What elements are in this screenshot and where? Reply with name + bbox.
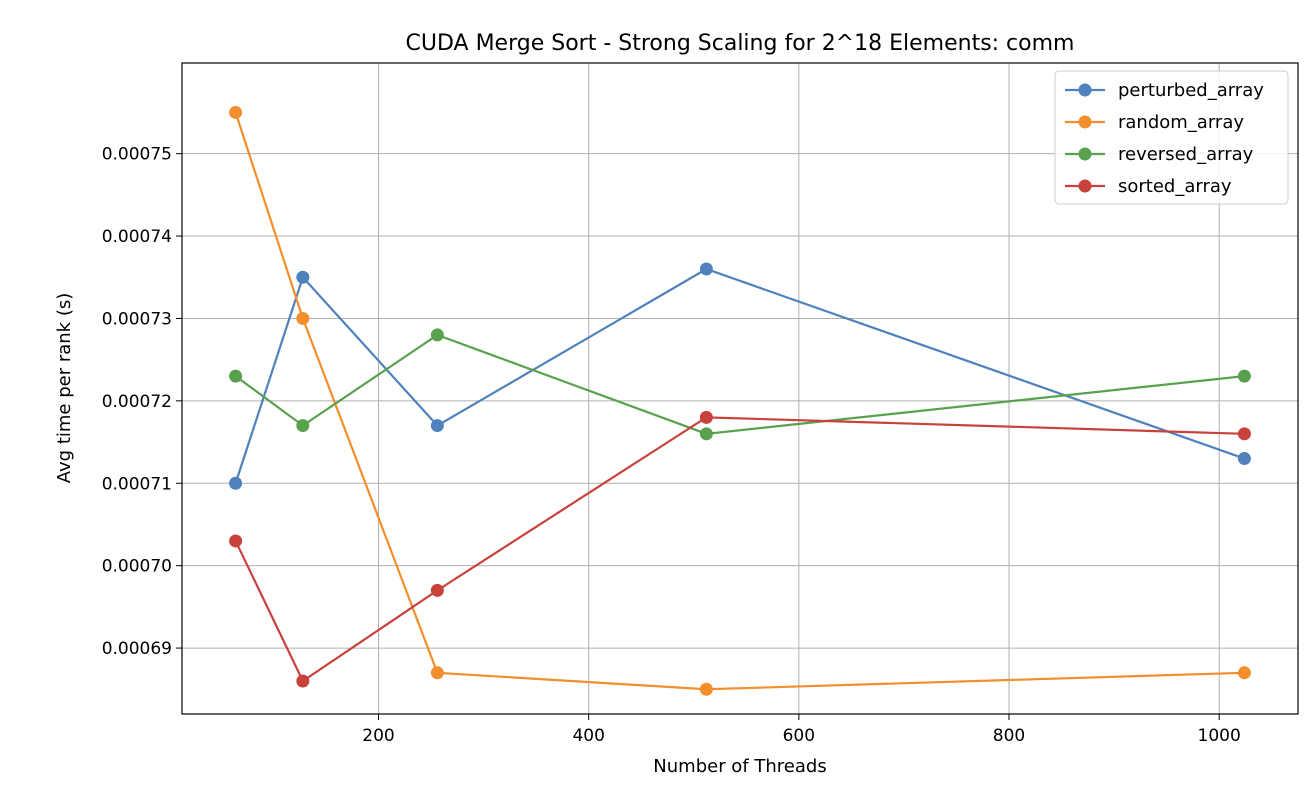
legend-entry: perturbed_array [1065,80,1264,101]
x-axis-label: Number of Threads [653,756,826,777]
data-point [1237,427,1251,441]
legend-entry: sorted_array [1065,176,1232,197]
data-point [296,419,310,433]
legend-marker [1078,179,1092,193]
legend-entry: reversed_array [1065,144,1254,165]
data-point [296,270,310,284]
legend-box [1054,70,1289,205]
series-perturbed-array [229,262,1251,490]
x-tick-label: 1000 [1198,726,1241,746]
data-point [229,105,243,119]
y-axis-ticks: 0.00069 0.00070 0.00071 0.00072 0.00073 0.000… [102,145,182,659]
legend-label: sorted_array [1118,176,1232,197]
x-tick-label: 800 [993,726,1025,746]
data-point [430,583,444,597]
y-axis-label: Avg time per rank (s) [54,293,75,483]
series-sorted-array [229,410,1251,688]
data-point [1237,452,1251,466]
plot-area-frame [181,62,1299,715]
x-tick-label: 400 [572,726,604,746]
data-point [1237,369,1251,383]
legend-marker [1078,115,1092,129]
data-point [699,262,713,276]
data-point [229,369,243,383]
legend-entry: random_array [1065,112,1244,133]
x-tick-label: 200 [362,726,394,746]
data-point [229,476,243,490]
data-point [699,682,713,696]
y-tick-label: 0.00069 [102,639,172,659]
x-axis-ticks: 200 400 600 800 1000 [362,714,1241,746]
series-random-array [229,105,1251,696]
data-point [296,674,310,688]
series-lines [229,105,1251,696]
data-point [430,328,444,342]
data-point [296,311,310,325]
y-tick-label: 0.00072 [102,392,172,412]
y-tick-label: 0.00073 [102,309,172,329]
data-point [699,410,713,424]
data-point [229,534,243,548]
y-tick-label: 0.00075 [102,145,172,165]
legend-label: reversed_array [1118,144,1254,165]
legend-label: perturbed_array [1118,80,1264,101]
legend: perturbed_array random_array reversed_arra… [1054,70,1289,205]
data-point [430,419,444,433]
y-tick-label: 0.00071 [102,474,172,494]
legend-marker [1078,83,1092,97]
series-reversed-array [229,328,1251,441]
y-tick-label: 0.00070 [102,557,172,577]
data-point [1237,666,1251,680]
chart-title: CUDA Merge Sort - Strong Scaling for 2^1… [406,31,1075,56]
legend-label: random_array [1118,112,1244,133]
x-tick-label: 600 [783,726,815,746]
data-point [699,427,713,441]
legend-marker [1078,147,1092,161]
data-point [430,666,444,680]
series-line [234,267,1245,484]
grid-lines [182,63,1298,714]
y-tick-label: 0.00074 [102,227,172,247]
series-line [234,416,1245,683]
